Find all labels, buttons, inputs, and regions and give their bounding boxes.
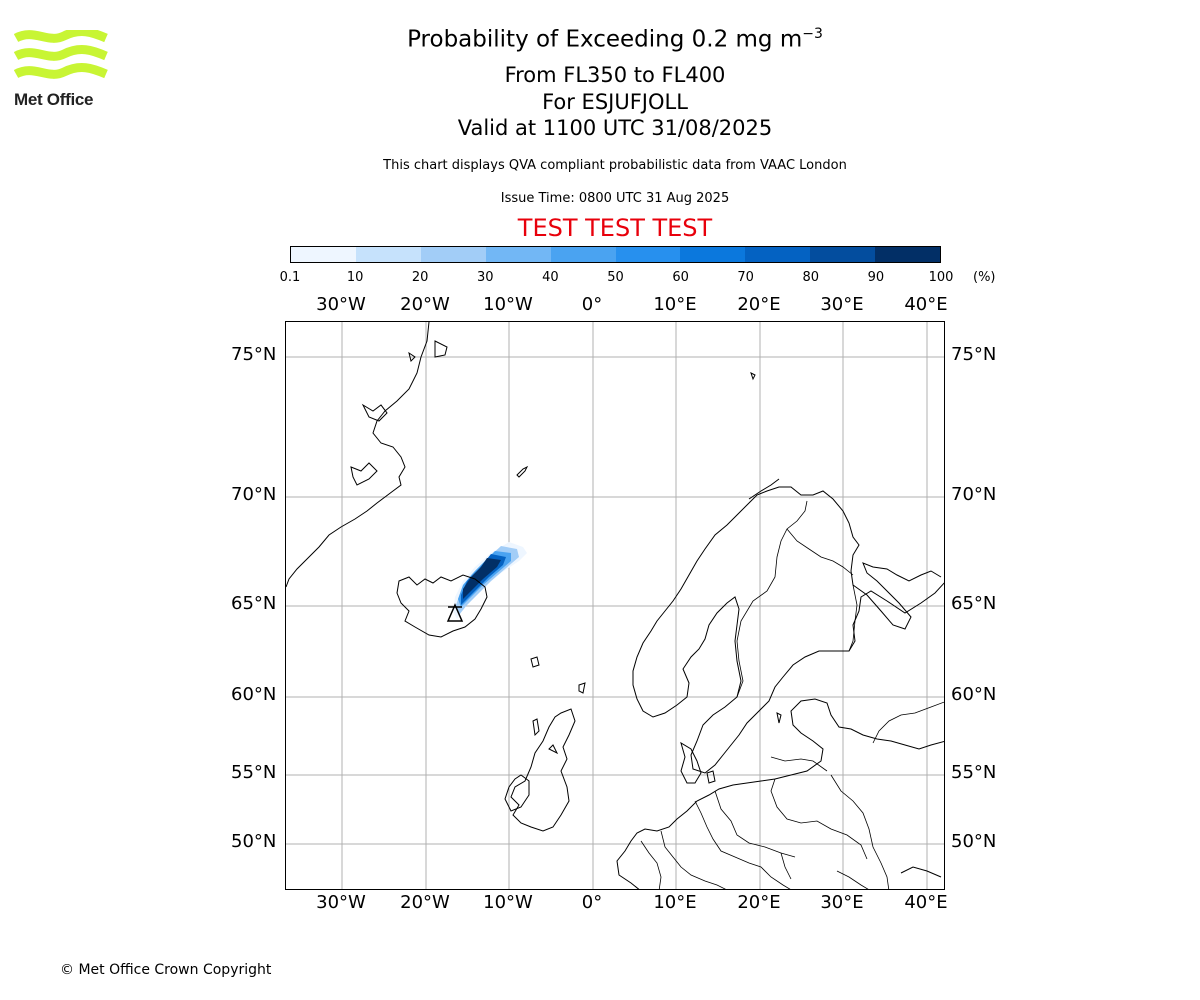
lon-label-top: 30°E [820, 294, 864, 315]
lon-label-top: 30°W [316, 294, 366, 315]
met-office-logo: Met Office [13, 27, 108, 112]
colorbar-segment [810, 247, 876, 262]
colorbar-tick-label: 90 [867, 270, 885, 285]
lat-label-left: 60°N [231, 684, 277, 705]
title-superscript: −3 [802, 26, 823, 42]
lon-label-top: 20°W [400, 294, 450, 315]
colorbar-segment [485, 247, 551, 262]
issue-time: Issue Time: 0800 UTC 31 Aug 2025 [500, 191, 730, 206]
wave-logo-icon [13, 27, 108, 79]
lon-label-bottom: 20°W [400, 892, 450, 913]
lon-label-bottom: 10°E [653, 892, 697, 913]
colorbar-tick-label: 20 [411, 270, 429, 285]
gridlines [286, 322, 944, 889]
colorbar-segment [355, 247, 421, 262]
colorbar-tick-label: 40 [542, 270, 559, 285]
volcano-triangle-icon [446, 603, 464, 622]
logo-text: Met Office [14, 90, 94, 109]
lon-label-top: 0° [581, 294, 603, 315]
lat-label-left: 75°N [231, 344, 277, 365]
colorbar-tick-label: 0.1 [279, 270, 301, 285]
lat-label-left: 65°N [231, 593, 277, 614]
volcano-name: For ESJUFJOLL [542, 90, 688, 114]
colorbar-tick-label: 100 [928, 270, 954, 285]
valid-time: Valid at 1100 UTC 31/08/2025 [457, 116, 773, 140]
copyright-notice: © Met Office Crown Copyright [60, 962, 272, 978]
lon-label-bottom: 30°E [820, 892, 864, 913]
colorbar-tick-label: 80 [802, 270, 820, 285]
map-panel [285, 321, 945, 890]
lon-label-bottom: 30°W [316, 892, 366, 913]
test-banner: TEST TEST TEST [517, 214, 713, 242]
lon-label-top: 40°E [904, 294, 948, 315]
source-note: This chart displays QVA compliant probab… [383, 158, 847, 173]
colorbar-segment [875, 247, 941, 262]
ash-probability-plume [453, 542, 527, 619]
lon-label-top: 20°E [737, 294, 781, 315]
colorbar-tick-label: 70 [737, 270, 754, 285]
map-canvas [286, 322, 944, 889]
chart-title: Probability of Exceeding 0.2 mg m−3 [407, 26, 823, 53]
lat-label-right: 50°N [951, 831, 997, 852]
lat-label-right: 60°N [951, 684, 997, 705]
lat-label-right: 65°N [951, 593, 997, 614]
lon-label-bottom: 0° [581, 892, 603, 913]
colorbar-tick-label: 10 [346, 270, 364, 285]
lat-label-left: 55°N [231, 762, 277, 783]
colorbar-segment [291, 247, 356, 262]
colorbar-tick-label: 30 [477, 270, 494, 285]
lat-label-left: 50°N [231, 831, 277, 852]
lon-label-top: 10°W [483, 294, 533, 315]
probability-colorbar [290, 246, 941, 263]
lon-label-bottom: 10°W [483, 892, 533, 913]
lon-label-bottom: 20°E [737, 892, 781, 913]
lat-label-right: 75°N [951, 344, 997, 365]
colorbar-segment [680, 247, 746, 262]
colorbar-tick-label: 60 [672, 270, 689, 285]
lon-label-bottom: 40°E [904, 892, 948, 913]
lat-label-right: 55°N [951, 762, 997, 783]
colorbar-unit: (%) [973, 270, 996, 285]
colorbar-segment [420, 247, 486, 262]
lat-label-left: 70°N [231, 484, 277, 505]
colorbar-segment [615, 247, 681, 262]
lon-label-top: 10°E [653, 294, 697, 315]
colorbar-segment [745, 247, 811, 262]
colorbar-tick-label: 50 [607, 270, 624, 285]
lat-label-right: 70°N [951, 484, 997, 505]
coastlines [286, 322, 944, 889]
level-range: From FL350 to FL400 [504, 63, 726, 87]
colorbar-segment [550, 247, 616, 262]
